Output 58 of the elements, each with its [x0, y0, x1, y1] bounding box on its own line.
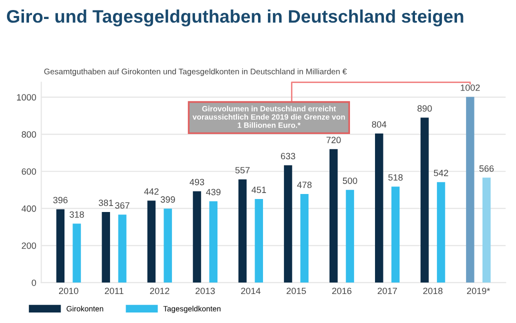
data-label: 367 — [115, 202, 130, 209]
data-label: 633 — [280, 152, 296, 160]
bar — [482, 178, 491, 283]
data-label: 451 — [252, 186, 266, 194]
y-tick-label: 600 — [22, 168, 36, 175]
data-label: 399 — [160, 196, 175, 203]
bar — [284, 165, 292, 283]
x-tick-label: 2015 — [286, 288, 306, 294]
data-label: 518 — [388, 174, 403, 181]
y-tick-label: 200 — [22, 242, 36, 249]
data-label: 542 — [434, 170, 448, 176]
data-label: 720 — [326, 136, 341, 144]
x-tick-label: 2012 — [150, 288, 170, 294]
data-label: 439 — [206, 188, 220, 196]
bar — [238, 179, 247, 283]
bar — [118, 214, 126, 283]
bar — [420, 118, 429, 283]
data-label: 381 — [98, 200, 114, 206]
data-label: 890 — [418, 105, 432, 112]
data-label: 1002 — [460, 84, 480, 91]
data-label: 557 — [235, 167, 250, 174]
bar — [300, 194, 309, 283]
chart-title: Giro- und Tagesgeldguthaben in Deutschland steigen — [6, 10, 464, 26]
bar — [436, 182, 446, 283]
bar — [391, 186, 400, 283]
chart-subtitle: Gesamtguthaben auf Girokonten und Tagesgeldkonten in Deutschland in Milliarden € — [44, 68, 347, 76]
x-tick-label: 2014 — [241, 288, 260, 294]
y-tick-label: 1000 — [17, 94, 36, 101]
data-label: 396 — [53, 196, 68, 204]
bar — [72, 224, 81, 283]
bar — [192, 191, 202, 283]
data-label: 500 — [342, 178, 358, 184]
y-tick-label: 800 — [22, 131, 36, 138]
data-label: 442 — [144, 188, 159, 195]
bar — [209, 201, 218, 283]
data-label: 493 — [190, 178, 204, 186]
x-tick-label: 2013 — [196, 288, 215, 294]
bar — [375, 134, 384, 283]
x-tick-label: 2018 — [423, 288, 442, 294]
bar — [147, 200, 156, 283]
x-tick-label: 2011 — [104, 288, 124, 294]
data-label: 566 — [479, 165, 494, 172]
y-tick-label: 400 — [22, 205, 36, 212]
data-label: 804 — [372, 121, 386, 128]
bar — [164, 208, 172, 283]
x-tick-label: 2017 — [378, 288, 397, 294]
x-tick-label: 2019* — [467, 288, 490, 294]
data-label: 318 — [70, 211, 84, 218]
x-tick-label: 2010 — [59, 288, 78, 294]
bar — [254, 199, 264, 283]
bar — [346, 190, 354, 283]
bar — [102, 212, 110, 283]
bar — [56, 209, 64, 283]
data-label: 478 — [297, 182, 312, 188]
x-tick-label: 2016 — [332, 288, 352, 294]
bar — [466, 96, 474, 283]
y-tick-label: 0 — [32, 280, 36, 286]
bar — [329, 149, 338, 283]
